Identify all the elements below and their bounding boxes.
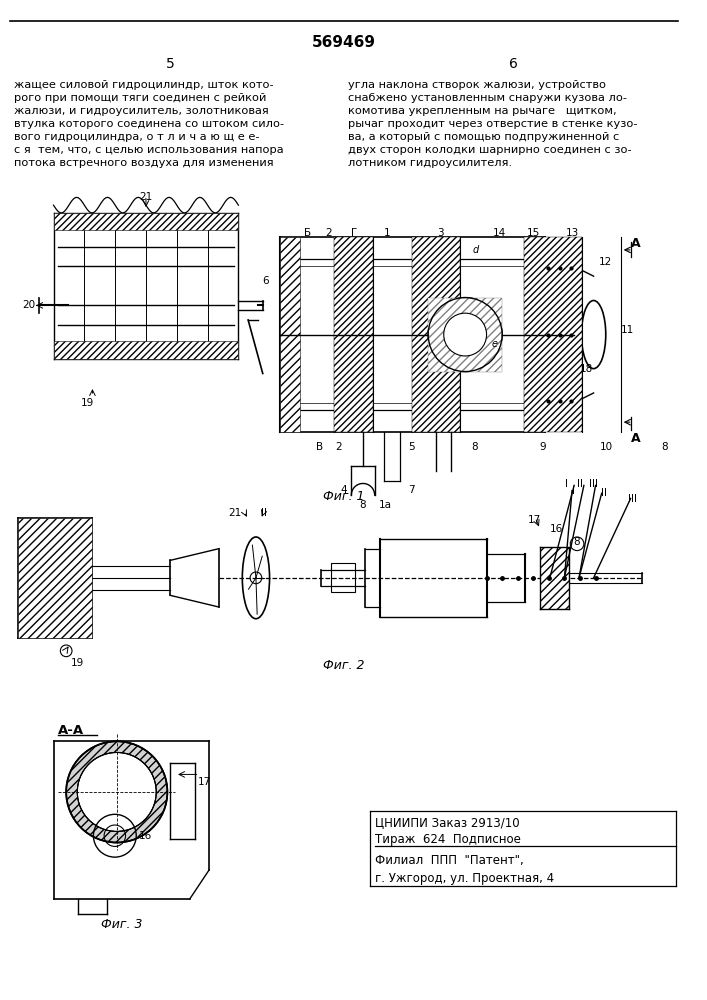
Text: рычаг проходит через отверстие в стенке кузо-: рычаг проходит через отверстие в стенке …: [349, 119, 638, 129]
Bar: [280, 237, 300, 432]
Text: 8: 8: [574, 537, 580, 547]
Text: г. Ужгород, ул. Проектная, 4: г. Ужгород, ул. Проектная, 4: [375, 872, 554, 885]
Bar: [524, 237, 582, 432]
Circle shape: [444, 313, 486, 356]
Text: Филиал  ППП  "Патент",: Филиал ППП "Патент",: [375, 854, 523, 867]
Text: 17: 17: [197, 777, 211, 787]
Text: d: d: [473, 245, 479, 255]
Text: 6: 6: [509, 57, 518, 71]
Text: III: III: [589, 479, 598, 489]
Text: с я  тем, что, с целью использования напора: с я тем, что, с целью использования напо…: [13, 145, 284, 155]
Bar: [411, 237, 460, 432]
Text: 3: 3: [438, 228, 444, 238]
Text: В: В: [315, 442, 323, 452]
Text: 8: 8: [472, 442, 478, 452]
Text: II: II: [261, 508, 267, 518]
Text: Фиг. 2: Фиг. 2: [323, 659, 364, 672]
Text: угла наклона створок жалюзи, устройство: угла наклона створок жалюзи, устройство: [349, 80, 607, 90]
Text: 14: 14: [493, 228, 506, 238]
Text: II: II: [577, 479, 583, 489]
Text: 16: 16: [139, 831, 153, 841]
Text: 17: 17: [527, 515, 541, 525]
Text: двух сторон колодки шарнирно соединен с зо-: двух сторон колодки шарнирно соединен с …: [349, 145, 632, 155]
Text: 4: 4: [340, 485, 347, 495]
Bar: [334, 237, 373, 432]
Text: 11: 11: [621, 325, 634, 335]
Text: III: III: [628, 494, 637, 504]
Text: 7: 7: [409, 485, 415, 495]
Text: Фиг. 1: Фиг. 1: [323, 490, 364, 503]
Text: ЦНИИПИ Заказ 2913/10: ЦНИИПИ Заказ 2913/10: [375, 816, 519, 829]
Bar: [18, 518, 93, 638]
Text: А-А: А-А: [59, 724, 85, 737]
Text: ва, а который с помощью подпружиненной с: ва, а который с помощью подпружиненной с: [349, 132, 619, 142]
Text: жалюзи, и гидроусилитель, золотниковая: жалюзи, и гидроусилитель, золотниковая: [13, 106, 269, 116]
Text: Б: Б: [304, 228, 311, 238]
Text: вого гидроцилиндра, о т л и ч а ю щ е е-: вого гидроцилиндра, о т л и ч а ю щ е е-: [13, 132, 259, 142]
Text: рого при помощи тяги соединен с рейкой: рого при помощи тяги соединен с рейкой: [13, 93, 266, 103]
Bar: [54, 341, 238, 359]
Text: 5: 5: [409, 442, 415, 452]
Bar: [540, 547, 569, 609]
Text: A: A: [631, 237, 641, 250]
Bar: [54, 213, 238, 230]
Text: 20: 20: [23, 300, 36, 310]
Text: 9: 9: [539, 442, 547, 452]
Text: 2: 2: [326, 228, 332, 238]
Text: 1: 1: [384, 228, 390, 238]
Text: 10: 10: [600, 442, 613, 452]
Text: I: I: [565, 479, 568, 489]
Text: 19: 19: [81, 398, 94, 408]
Text: 18: 18: [580, 364, 593, 374]
Bar: [331, 563, 355, 592]
Text: комотива укрепленным на рычаге   щитком,: комотива укрепленным на рычаге щитком,: [349, 106, 617, 116]
Text: 1a: 1a: [379, 500, 392, 510]
Text: 5: 5: [166, 57, 175, 71]
Text: I: I: [573, 486, 575, 496]
Text: 21: 21: [139, 192, 153, 202]
Text: Г: Г: [351, 228, 357, 238]
Text: 12: 12: [598, 257, 612, 267]
Text: 13: 13: [566, 228, 579, 238]
Text: лотником гидроусилителя.: лотником гидроусилителя.: [349, 158, 513, 168]
Text: 8: 8: [661, 442, 668, 452]
Text: 569469: 569469: [312, 35, 375, 50]
Text: 19: 19: [71, 658, 84, 668]
Text: 21: 21: [228, 508, 241, 518]
Text: e: e: [491, 339, 497, 349]
Text: 6: 6: [263, 276, 269, 286]
Text: втулка которого соединена со штоком сило-: втулка которого соединена со штоком сило…: [13, 119, 284, 129]
Text: 16: 16: [550, 524, 563, 534]
Text: 15: 15: [527, 228, 540, 238]
Text: A: A: [631, 432, 641, 445]
Text: 8: 8: [360, 500, 366, 510]
Text: снабжено установленным снаружи кузова ло-: снабжено установленным снаружи кузова ло…: [349, 93, 627, 103]
Text: Фиг. 3: Фиг. 3: [101, 918, 142, 931]
Text: Тираж  624  Подписное: Тираж 624 Подписное: [375, 833, 520, 846]
Text: жащее силовой гидроцилиндр, шток кото-: жащее силовой гидроцилиндр, шток кото-: [13, 80, 273, 90]
Text: 2: 2: [335, 442, 342, 452]
Bar: [428, 298, 502, 372]
Text: потока встречного воздуха для изменения: потока встречного воздуха для изменения: [13, 158, 273, 168]
Text: II: II: [601, 488, 607, 498]
